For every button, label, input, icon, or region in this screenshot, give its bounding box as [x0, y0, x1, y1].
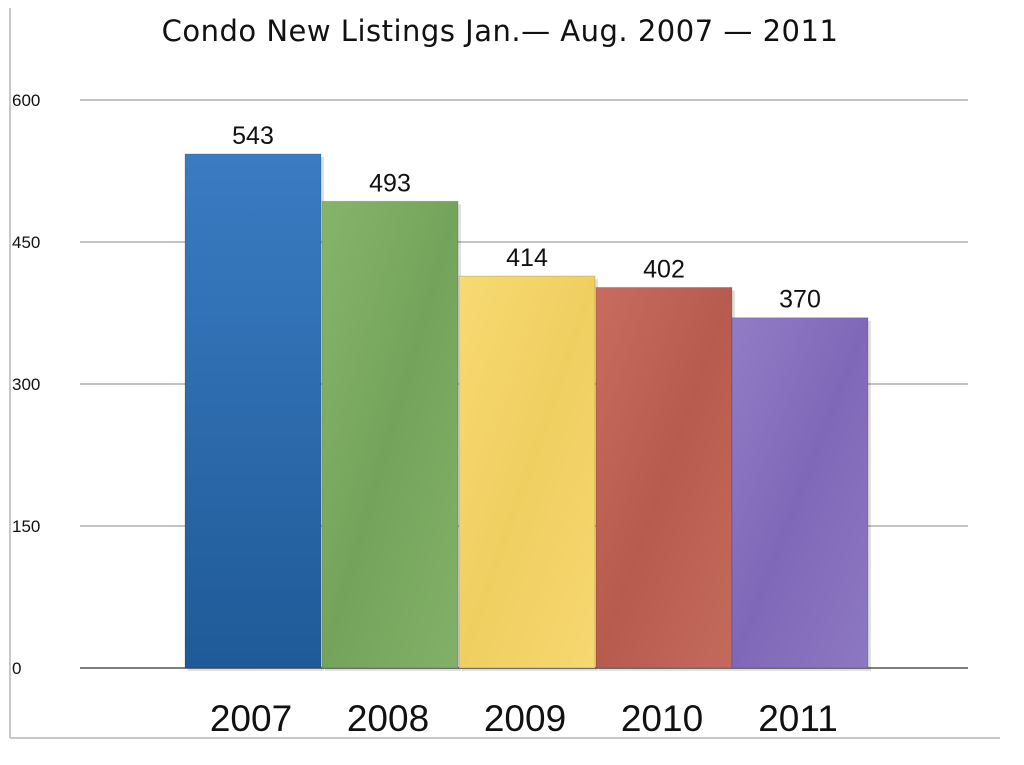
bar-2010 — [595, 286, 733, 669]
y-tick-label-0: 0 — [12, 659, 21, 678]
value-label-2010: 402 — [643, 255, 685, 283]
value-label-2009: 414 — [506, 244, 548, 272]
value-label-2011: 370 — [779, 286, 821, 314]
x-category-label-2008: 2008 — [347, 698, 429, 739]
y-tick-label-300: 300 — [12, 375, 40, 394]
x-category-label-2010: 2010 — [621, 698, 703, 739]
y-tick-label-450: 450 — [12, 233, 40, 252]
x-category-label-2011: 2011 — [758, 698, 838, 739]
value-label-2007: 543 — [232, 122, 274, 150]
x-category-label-2009: 2009 — [484, 698, 566, 739]
y-tick-label-150: 150 — [12, 517, 40, 536]
bar-2009 — [458, 275, 596, 669]
bar-2008 — [321, 200, 459, 669]
x-category-label-2007: 2007 — [210, 698, 292, 739]
bar-2011 — [731, 317, 869, 669]
value-label-2008: 493 — [369, 169, 411, 197]
chart-title: Condo New Listings Jan.— Aug. 2007 — 201… — [161, 14, 839, 48]
bar-2007 — [184, 153, 322, 669]
y-tick-label-600: 600 — [12, 91, 40, 110]
